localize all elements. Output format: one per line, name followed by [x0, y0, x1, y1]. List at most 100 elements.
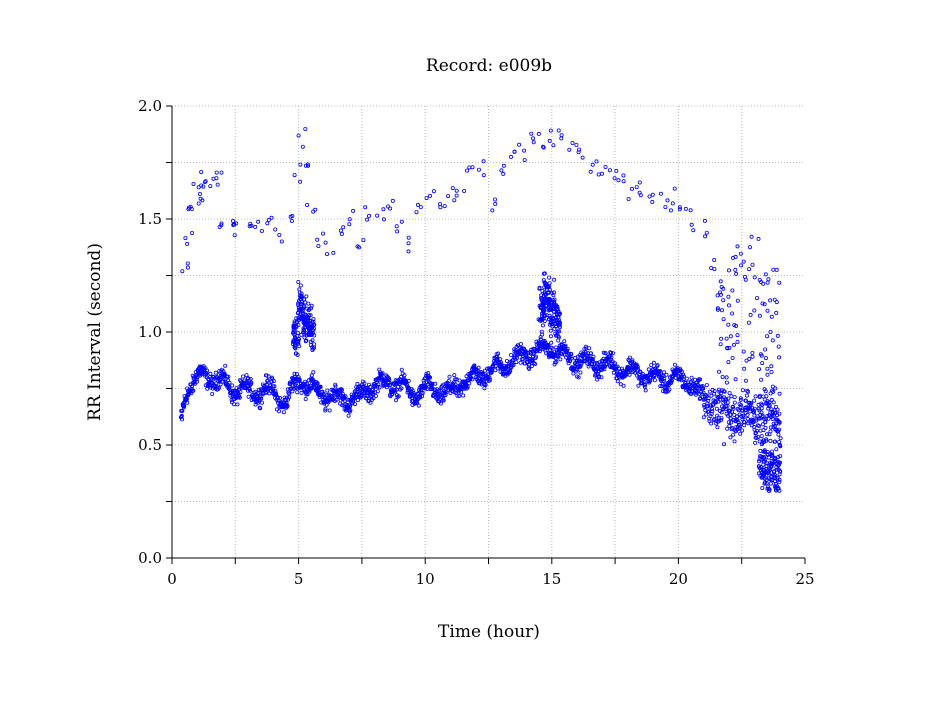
main-band-point: [649, 363, 654, 368]
upper-band-point: [185, 241, 190, 246]
upper-band-point: [614, 168, 619, 173]
main-band-point: [375, 389, 380, 394]
late-scatter-point: [777, 280, 782, 285]
upper-band-point: [702, 218, 707, 223]
upper-band-point: [189, 230, 194, 235]
main-band-point: [416, 403, 421, 408]
main-band-point: [662, 370, 667, 375]
trend-point: [651, 375, 656, 380]
main-band-point: [768, 425, 773, 430]
burst-point: [291, 339, 296, 344]
burst-point: [757, 464, 762, 469]
upper-band-point: [531, 136, 536, 141]
upper-band-point: [596, 172, 601, 177]
main-band-point: [778, 436, 783, 441]
upper-band-point: [189, 206, 194, 211]
upper-band-point: [551, 143, 556, 148]
late-scatter-point: [750, 262, 755, 267]
main-band-point: [496, 351, 501, 356]
main-band-point: [265, 383, 270, 388]
burst-point: [556, 315, 561, 320]
main-band-point: [777, 427, 782, 432]
burst-point: [547, 303, 552, 308]
main-band-point: [778, 444, 783, 449]
late-scatter-point: [753, 394, 758, 399]
burst-point: [295, 333, 300, 338]
main-band-point: [399, 374, 404, 379]
upper-band-point: [399, 219, 404, 224]
main-band-point: [662, 376, 667, 381]
upper-band-point: [590, 162, 595, 167]
upper-band-point: [476, 167, 481, 172]
main-band-point: [715, 425, 720, 430]
main-band-point: [271, 379, 276, 384]
main-band-point: [606, 357, 611, 362]
upper-band-point: [670, 201, 675, 206]
burst-point: [768, 438, 773, 443]
upper-band-point: [311, 209, 316, 214]
burst-point: [301, 312, 306, 317]
main-band-point: [613, 361, 618, 366]
main-band-point: [340, 391, 345, 396]
upper-band-point: [303, 127, 308, 132]
main-band-point: [325, 388, 330, 393]
main-band-point: [470, 377, 475, 382]
upper-band-point: [580, 155, 585, 160]
main-band-point: [410, 402, 415, 407]
upper-band-point: [363, 205, 368, 210]
trend-point: [461, 379, 466, 384]
burst-point: [538, 337, 543, 342]
late-scatter-point: [774, 267, 779, 272]
main-band-point: [726, 413, 731, 418]
late-scatter-point: [721, 317, 726, 322]
main-band-point: [732, 400, 737, 405]
main-band-point: [402, 373, 407, 378]
upper-band-point: [712, 257, 717, 262]
upper-band-point: [559, 133, 564, 138]
late-scatter-point: [719, 308, 724, 313]
main-band-point: [757, 408, 762, 413]
burst-point: [775, 477, 780, 482]
burst-point: [307, 326, 312, 331]
burst-point: [773, 456, 778, 461]
main-band-point: [648, 375, 653, 380]
main-band-point: [446, 378, 451, 383]
upper-band-point: [492, 197, 497, 202]
upper-band-point: [347, 217, 352, 222]
burst-point: [551, 299, 556, 304]
trend-point: [727, 409, 732, 414]
trend-point: [752, 413, 757, 418]
late-scatter-point: [717, 369, 722, 374]
main-band-point: [638, 370, 643, 375]
main-band-point: [567, 356, 572, 361]
upper-band-point: [718, 279, 723, 284]
burst-point: [299, 296, 304, 301]
main-band-point: [576, 375, 581, 380]
burst-point: [762, 472, 767, 477]
main-band-point: [472, 363, 477, 368]
upper-band-point: [338, 228, 343, 233]
upper-band-point: [450, 186, 455, 191]
upper-band-point: [296, 133, 301, 138]
late-scatter-point: [726, 360, 731, 365]
main-band-point: [348, 404, 353, 409]
main-band-point: [726, 396, 731, 401]
main-band-point: [287, 391, 292, 396]
upper-band-point: [202, 180, 207, 185]
upper-band-point: [612, 176, 617, 181]
main-band-point: [643, 382, 648, 387]
main-band-point: [370, 387, 375, 392]
burst-point: [541, 303, 546, 308]
burst-point: [312, 322, 317, 327]
upper-band-point: [386, 204, 391, 209]
main-band-point: [393, 398, 398, 403]
upper-band-point: [739, 263, 744, 268]
main-band-point: [706, 396, 711, 401]
late-scatter-point: [733, 377, 738, 382]
burst-point: [549, 307, 554, 312]
main-band-point: [293, 385, 298, 390]
x-tick-label: 20: [669, 570, 688, 588]
upper-band-point: [616, 178, 621, 183]
main-band-point: [241, 374, 246, 379]
main-band-point: [719, 416, 724, 421]
